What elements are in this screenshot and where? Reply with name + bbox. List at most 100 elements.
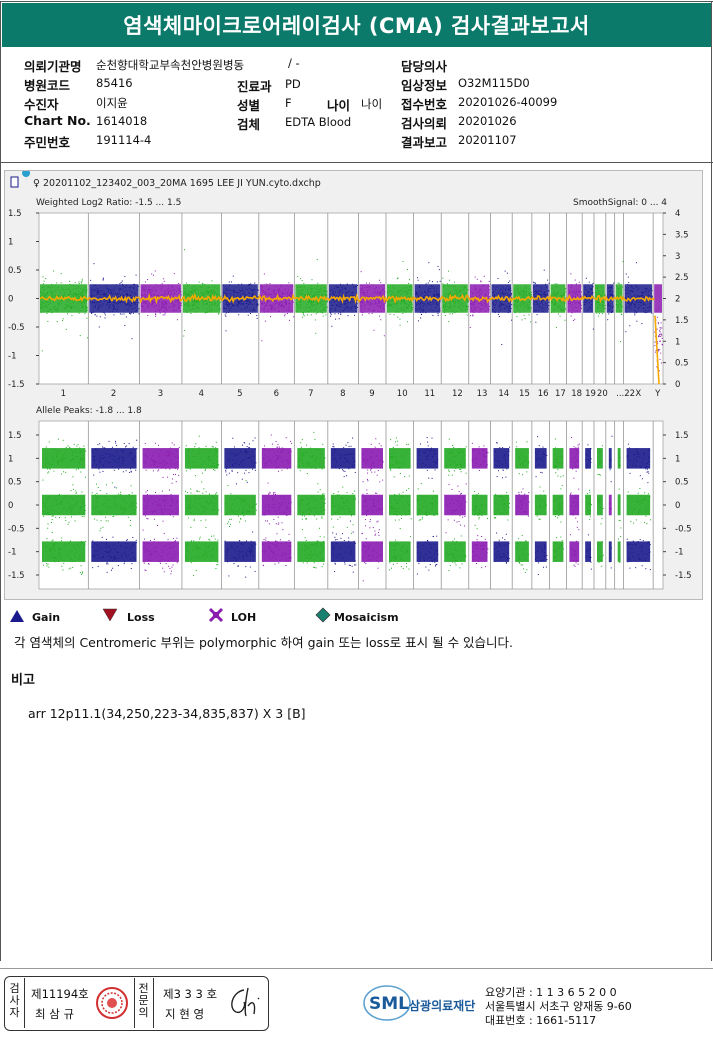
allele-point xyxy=(194,455,196,457)
allele-point xyxy=(126,509,128,511)
allele-point xyxy=(215,447,217,449)
allele-point xyxy=(263,553,265,555)
allele-point xyxy=(147,501,149,503)
allele-point xyxy=(287,461,289,463)
ratio-point xyxy=(379,315,381,317)
allele-point xyxy=(173,444,175,446)
allele-point xyxy=(135,469,137,471)
bottom-left-tick-label: 1.5 xyxy=(8,431,22,441)
chromosome-label-5: 5 xyxy=(237,389,242,399)
ratio-point xyxy=(180,302,182,304)
allele-point xyxy=(269,492,271,494)
allele-point xyxy=(70,505,72,507)
allele-point xyxy=(117,565,119,567)
allele-point xyxy=(253,497,255,499)
allele-point xyxy=(177,506,179,508)
ratio-point xyxy=(121,280,123,282)
allele-point xyxy=(169,447,171,449)
left-border xyxy=(0,1,1,961)
allele-point xyxy=(71,498,73,500)
allele-point xyxy=(47,512,49,514)
allele-point xyxy=(154,551,156,553)
allele-point xyxy=(95,557,97,559)
top-right-tick-label: 1.5 xyxy=(675,316,689,326)
allele-point xyxy=(198,447,200,449)
ratio-point xyxy=(119,313,121,315)
info-bottom-rule xyxy=(0,162,713,163)
allele-point xyxy=(281,451,283,453)
allele-point xyxy=(68,568,70,570)
allele-point xyxy=(217,456,219,458)
allele-point xyxy=(45,446,47,448)
ratio-point xyxy=(516,316,518,318)
allele-point xyxy=(271,543,273,545)
ratio-point xyxy=(346,283,348,285)
allele-point xyxy=(58,450,60,452)
allele-point xyxy=(124,507,126,509)
allele-point xyxy=(274,563,276,565)
allele-point xyxy=(213,505,215,507)
allele-point xyxy=(283,459,285,461)
ratio-point xyxy=(155,314,157,316)
ratio-point xyxy=(545,283,547,285)
allele-point xyxy=(264,462,266,464)
ratio-point xyxy=(257,304,259,306)
allele-point xyxy=(273,493,275,495)
allele-point xyxy=(64,457,66,459)
ratio-point xyxy=(497,313,499,315)
ratio-point xyxy=(511,292,513,294)
allele-point xyxy=(204,507,206,509)
allele-point xyxy=(237,472,239,474)
ratio-point xyxy=(317,282,319,284)
ratio-point xyxy=(557,313,559,315)
allele-point xyxy=(205,527,207,529)
allele-point xyxy=(122,450,124,452)
allele-point xyxy=(155,509,157,511)
allele-point xyxy=(69,557,71,559)
allele-point xyxy=(143,542,145,544)
allele-point xyxy=(52,505,54,507)
allele-point xyxy=(149,551,151,553)
allele-point xyxy=(52,515,54,517)
ratio-point xyxy=(635,262,637,264)
allele-point xyxy=(133,511,135,513)
allele-point xyxy=(199,557,201,559)
allele-point xyxy=(248,510,250,512)
ratio-point xyxy=(402,260,404,262)
ratio-point xyxy=(383,335,385,337)
allele-point xyxy=(107,506,109,508)
sex-label: 성별 xyxy=(237,98,261,113)
allele-point xyxy=(245,576,247,578)
allele-point xyxy=(167,454,169,456)
allele-point xyxy=(109,551,111,553)
allele-point xyxy=(71,510,73,512)
allele-point xyxy=(52,553,54,555)
allele-point xyxy=(214,466,216,468)
allele-point xyxy=(61,537,63,539)
allele-point xyxy=(169,455,171,457)
allele-point xyxy=(76,445,78,447)
allele-point xyxy=(172,538,174,540)
allele-point xyxy=(65,554,67,556)
allele-point xyxy=(185,556,187,558)
allele-point xyxy=(195,547,197,549)
allele-point xyxy=(290,451,292,453)
allele-point xyxy=(171,558,173,560)
allele-point xyxy=(99,471,101,473)
allele-point xyxy=(109,461,111,463)
ratio-point xyxy=(380,282,382,284)
allele-point xyxy=(211,555,213,557)
allele-point xyxy=(49,514,51,516)
allele-point xyxy=(168,547,170,549)
allele-point xyxy=(249,551,251,553)
allele-point xyxy=(70,459,72,461)
allele-point xyxy=(59,503,61,505)
info-value-4: 191114-4 xyxy=(96,133,152,147)
allele-point xyxy=(170,463,172,465)
allele-point xyxy=(160,450,162,452)
allele-point xyxy=(68,507,70,509)
allele-point xyxy=(248,547,250,549)
allele-point xyxy=(131,503,133,505)
ratio-point xyxy=(657,349,659,351)
allele-point xyxy=(59,548,61,550)
